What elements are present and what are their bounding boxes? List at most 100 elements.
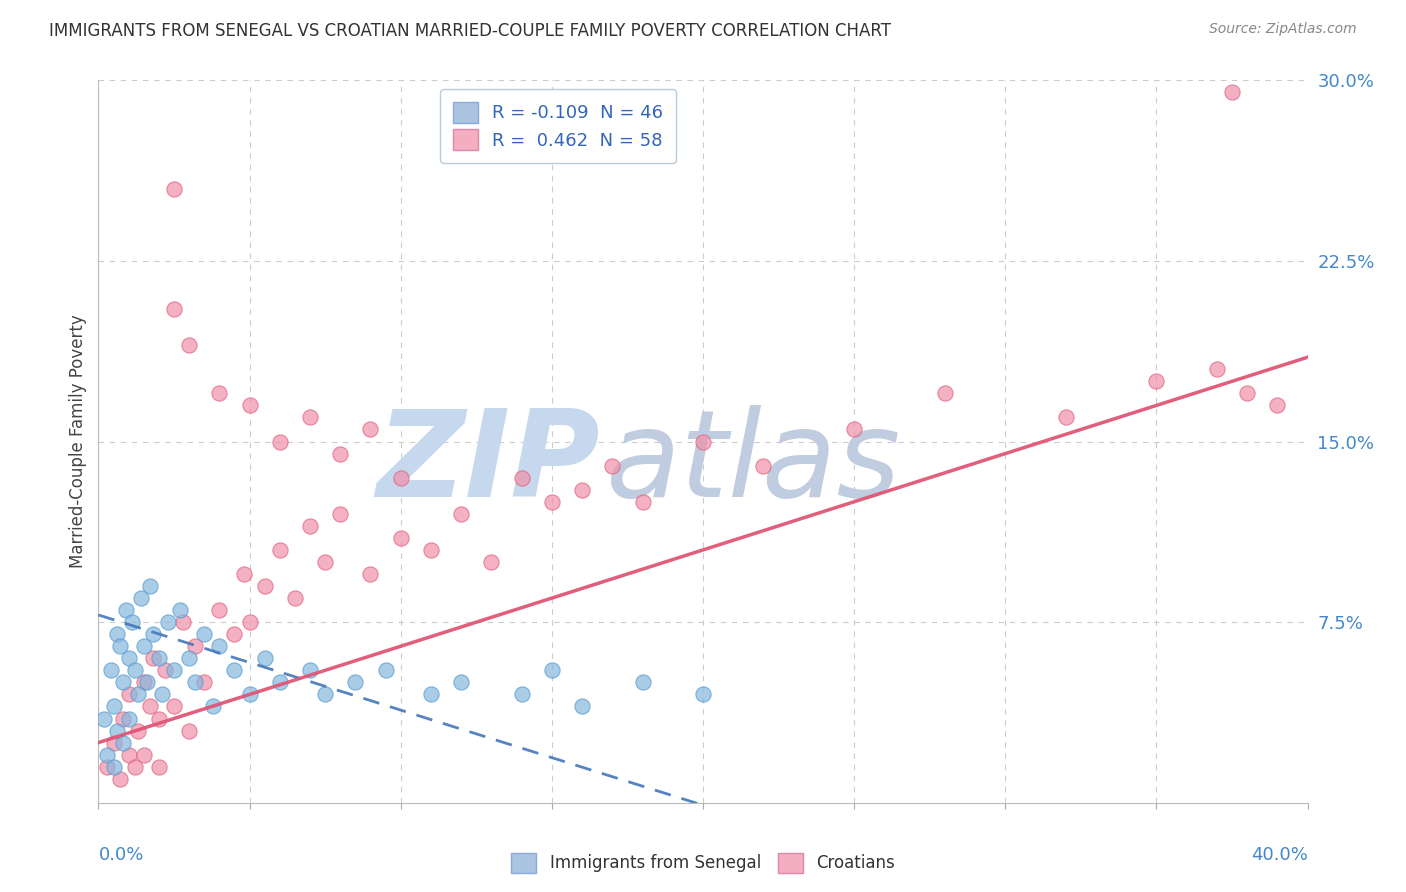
Point — [105, 723, 128, 738]
Point — [142, 627, 165, 641]
Point — [420, 687, 443, 701]
Point — [129, 591, 152, 606]
Point — [360, 567, 382, 582]
Point — [193, 627, 215, 641]
Point — [139, 699, 162, 714]
Point — [314, 555, 336, 569]
Point — [108, 639, 131, 653]
Point — [163, 699, 186, 714]
Text: 40.0%: 40.0% — [1251, 847, 1308, 864]
Point — [208, 603, 231, 617]
Point — [163, 664, 186, 678]
Point — [153, 664, 176, 678]
Point — [208, 639, 231, 653]
Point — [163, 301, 186, 317]
Point — [1146, 375, 1168, 389]
Point — [602, 458, 624, 473]
Point — [127, 687, 149, 701]
Point — [481, 555, 503, 569]
Text: Source: ZipAtlas.com: Source: ZipAtlas.com — [1209, 22, 1357, 37]
Point — [269, 542, 291, 557]
Point — [96, 747, 118, 762]
Point — [169, 603, 191, 617]
Point — [844, 423, 866, 437]
Point — [108, 772, 131, 786]
Point — [284, 591, 307, 606]
Point — [571, 699, 593, 714]
Point — [148, 651, 170, 665]
Point — [96, 760, 118, 774]
Point — [1054, 410, 1077, 425]
Point — [139, 579, 162, 593]
Point — [184, 639, 207, 653]
Point — [540, 494, 562, 508]
Point — [135, 675, 157, 690]
Point — [752, 458, 775, 473]
Point — [148, 712, 170, 726]
Point — [103, 699, 125, 714]
Point — [118, 687, 141, 701]
Point — [253, 579, 276, 593]
Legend: R = -0.109  N = 46, R =  0.462  N = 58: R = -0.109 N = 46, R = 0.462 N = 58 — [440, 89, 676, 162]
Text: 0.0%: 0.0% — [98, 847, 143, 864]
Point — [163, 182, 186, 196]
Point — [1220, 86, 1243, 100]
Point — [184, 675, 207, 690]
Point — [1236, 386, 1258, 401]
Point — [224, 664, 246, 678]
Point — [344, 675, 367, 690]
Point — [299, 410, 322, 425]
Point — [450, 675, 472, 690]
Point — [314, 687, 336, 701]
Point — [202, 699, 225, 714]
Point — [269, 675, 291, 690]
Text: ZIP: ZIP — [377, 405, 600, 522]
Point — [299, 664, 322, 678]
Y-axis label: Married-Couple Family Poverty: Married-Couple Family Poverty — [69, 315, 87, 568]
Text: IMMIGRANTS FROM SENEGAL VS CROATIAN MARRIED-COUPLE FAMILY POVERTY CORRELATION CH: IMMIGRANTS FROM SENEGAL VS CROATIAN MARR… — [49, 22, 891, 40]
Point — [124, 664, 146, 678]
Point — [239, 615, 262, 630]
Point — [179, 651, 201, 665]
Point — [132, 639, 155, 653]
Point — [571, 483, 593, 497]
Point — [299, 519, 322, 533]
Point — [103, 760, 125, 774]
Point — [100, 664, 122, 678]
Point — [132, 675, 155, 690]
Text: atlas: atlas — [606, 405, 901, 522]
Point — [111, 735, 134, 749]
Point — [132, 747, 155, 762]
Point — [118, 712, 141, 726]
Point — [329, 446, 352, 460]
Point — [374, 664, 396, 678]
Point — [105, 627, 128, 641]
Point — [121, 615, 143, 630]
Point — [111, 712, 134, 726]
Point — [450, 507, 472, 521]
Point — [389, 471, 412, 485]
Point — [150, 687, 173, 701]
Point — [208, 386, 231, 401]
Point — [692, 434, 714, 449]
Point — [239, 398, 262, 412]
Point — [179, 723, 201, 738]
Point — [224, 627, 246, 641]
Point — [540, 664, 562, 678]
Point — [114, 603, 136, 617]
Point — [510, 687, 533, 701]
Point — [142, 651, 165, 665]
Point — [232, 567, 254, 582]
Legend: Immigrants from Senegal, Croatians: Immigrants from Senegal, Croatians — [505, 847, 901, 880]
Point — [148, 760, 170, 774]
Point — [239, 687, 262, 701]
Point — [179, 338, 201, 352]
Point — [420, 542, 443, 557]
Point — [127, 723, 149, 738]
Point — [692, 687, 714, 701]
Point — [193, 675, 215, 690]
Point — [389, 531, 412, 545]
Point — [934, 386, 956, 401]
Point — [510, 471, 533, 485]
Point — [1206, 362, 1229, 376]
